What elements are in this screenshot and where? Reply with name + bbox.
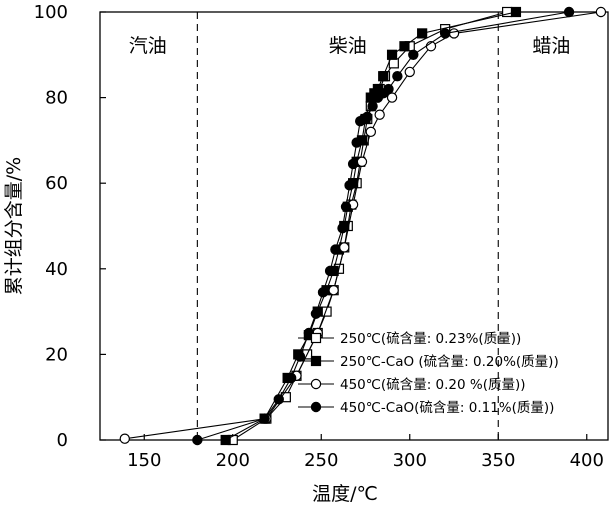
series-line <box>232 11 508 441</box>
series-layer <box>119 6 607 446</box>
legend-item: 450℃(硫含量: 0.20 %(质量)) <box>298 377 526 393</box>
data-point <box>330 244 341 255</box>
data-point <box>259 413 270 424</box>
data-point <box>356 156 368 167</box>
legend-item: 250℃-CaO (硫含量: 0.20%(质量)) <box>298 354 559 370</box>
region-labels: 汽油 柴油 蜡油 <box>129 35 571 57</box>
series-4 <box>192 6 575 446</box>
data-point <box>383 83 394 95</box>
data-point <box>310 308 322 319</box>
legend-item: 250℃(硫含量: 0.23%(质量)) <box>298 331 521 347</box>
data-point <box>362 111 373 123</box>
data-point <box>563 6 575 18</box>
data-point <box>351 137 362 148</box>
data-point <box>285 372 297 384</box>
y-tick-label: 100 <box>34 2 68 23</box>
legend-item: 450℃-CaO(硫含量: 0.11%(质量)) <box>298 400 554 416</box>
legend-label: 250℃-CaO (硫含量: 0.20%(质量)) <box>340 354 559 370</box>
data-point <box>374 109 385 120</box>
plot-frame <box>99 11 609 441</box>
data-point <box>328 285 339 296</box>
data-point <box>365 126 377 138</box>
data-point <box>417 28 428 39</box>
data-point <box>340 201 352 212</box>
data-point <box>294 351 306 362</box>
data-point <box>392 70 403 82</box>
data-point <box>273 394 284 405</box>
data-point <box>119 433 130 444</box>
x-tick-label: 150 <box>127 450 161 471</box>
y-tick-label: 0 <box>57 430 68 451</box>
series-line <box>225 11 517 441</box>
legend-marker <box>310 401 322 413</box>
legend: 250℃(硫含量: 0.23%(质量)) 250℃-CaO (硫含量: 0.20%… <box>298 331 559 416</box>
legend-marker <box>310 355 322 367</box>
x-axis: 150 200 250 300 350 400 <box>127 434 604 471</box>
data-point <box>367 100 378 112</box>
x-tick-label: 250 <box>304 450 338 471</box>
data-point <box>399 41 410 52</box>
legend-marker <box>310 378 322 390</box>
y-tick-label: 60 <box>45 173 68 194</box>
data-point <box>220 434 231 446</box>
x-tick-label: 400 <box>570 450 604 471</box>
data-point <box>347 158 359 170</box>
data-point <box>510 6 522 18</box>
y-tick-label: 40 <box>45 259 68 280</box>
data-point <box>595 6 607 18</box>
data-point <box>339 242 350 253</box>
x-tick-label: 350 <box>481 450 515 471</box>
data-point <box>192 434 203 446</box>
data-point <box>404 66 415 78</box>
data-point <box>317 287 329 298</box>
plot-border <box>99 11 609 441</box>
x-tick-label: 300 <box>393 450 427 471</box>
data-point <box>386 92 398 103</box>
legend-label: 250℃(硫含量: 0.23%(质量)) <box>340 331 521 347</box>
y-axis-label: 累计组分含量/% <box>3 157 25 295</box>
y-tick-label: 20 <box>45 344 68 365</box>
legend-label: 450℃(硫含量: 0.20 %(质量)) <box>340 377 526 393</box>
y-tick-label: 80 <box>45 88 68 109</box>
data-point <box>439 28 451 39</box>
x-axis-label: 温度/℃ <box>312 483 378 505</box>
data-point <box>378 71 389 82</box>
region-label: 蜡油 <box>532 35 570 57</box>
region-label: 柴油 <box>329 35 367 57</box>
data-point <box>448 28 460 39</box>
data-point <box>337 222 348 234</box>
legend-label: 450℃-CaO(硫含量: 0.11%(质量)) <box>340 400 554 416</box>
data-point <box>386 49 398 60</box>
data-point <box>344 180 355 191</box>
data-point <box>324 265 336 277</box>
y-axis: 0 20 40 60 80 100 <box>34 2 106 451</box>
data-point <box>408 49 419 61</box>
region-label: 汽油 <box>129 35 167 57</box>
series-line <box>124 11 601 440</box>
legend-marker <box>310 332 322 344</box>
data-point <box>388 58 399 69</box>
x-tick-label: 200 <box>216 450 250 471</box>
